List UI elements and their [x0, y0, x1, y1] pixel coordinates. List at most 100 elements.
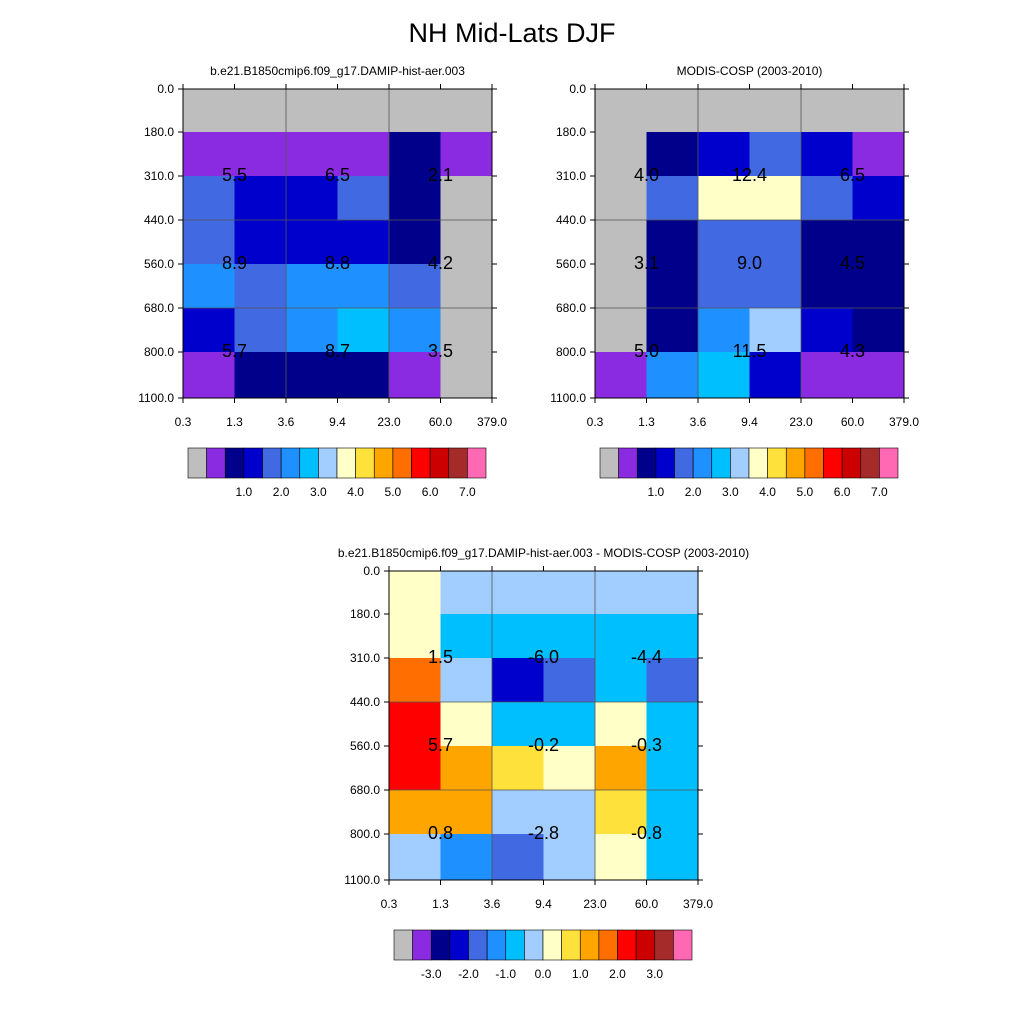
heatmap-cell	[286, 89, 338, 133]
cell-annotation: -0.3	[631, 735, 662, 755]
heatmap-cell	[698, 132, 750, 177]
colorbar-label: 4.0	[759, 485, 776, 499]
cell-annotation: 5.0	[634, 341, 659, 361]
heatmap-cell	[440, 132, 493, 177]
colorbar-swatch	[280, 447, 301, 479]
cell-annotation: 8.8	[325, 253, 350, 273]
heatmap-cell	[543, 790, 596, 835]
x-tick-label: 379.0	[683, 897, 713, 911]
x-tick-label: 3.6	[484, 897, 501, 911]
colorbar-swatch	[804, 447, 824, 479]
cell-annotation: -0.2	[528, 735, 559, 755]
heatmap-cell	[234, 89, 287, 133]
y-tick-label: 800.0	[350, 827, 380, 841]
heatmap-cell	[337, 176, 390, 221]
heatmap-cell	[595, 176, 647, 221]
heatmap-cell	[286, 308, 338, 353]
colorbar-swatch	[617, 929, 637, 961]
cell-annotation: -6.0	[528, 647, 559, 667]
heatmap-cell	[852, 308, 905, 353]
heatmap-cell	[646, 702, 699, 747]
heatmap-cell	[801, 132, 853, 177]
x-tick-label: 60.0	[635, 897, 659, 911]
heatmap-cell	[749, 308, 802, 353]
heatmap-cell	[646, 571, 699, 615]
y-tick-label: 680.0	[350, 783, 380, 797]
cell-annotation: 6.5	[325, 165, 350, 185]
colorbar-label: 6.0	[834, 485, 851, 499]
x-tick-label: 23.0	[377, 415, 401, 429]
y-tick-label: 800.0	[556, 345, 586, 359]
cell-annotation: 8.7	[325, 341, 350, 361]
heatmap-cell	[440, 176, 493, 221]
heatmap-cell	[646, 658, 699, 703]
colorbar-label: 5.0	[797, 485, 814, 499]
y-tick-label: 0.0	[363, 564, 380, 578]
cell-annotation: 5.7	[428, 735, 453, 755]
heatmap-cell	[749, 352, 802, 399]
cell-annotation: 4.3	[840, 341, 865, 361]
heatmap-cell	[337, 220, 390, 265]
heatmap-cell	[749, 264, 802, 309]
heatmap-cell	[646, 308, 699, 353]
y-tick-label: 560.0	[350, 739, 380, 753]
colorbar-label: 1.0	[236, 485, 253, 499]
cell-annotation: 2.1	[428, 165, 453, 185]
panel-subtitle: b.e21.B1850cmip6.f09_g17.DAMIP-hist-aer.…	[338, 546, 749, 560]
x-tick-label: 60.0	[429, 415, 453, 429]
heatmap-cell	[440, 571, 493, 615]
colorbar-swatch	[318, 447, 338, 479]
heatmap-cell	[492, 702, 544, 747]
heatmap-cell	[595, 702, 647, 747]
heatmap-cell	[440, 264, 493, 309]
heatmap-cell	[286, 352, 338, 399]
heatmap-cell	[595, 790, 647, 835]
heatmap-cell	[595, 834, 647, 881]
cell-annotation: 9.0	[737, 253, 762, 273]
cell-annotation: 0.8	[428, 823, 453, 843]
x-tick-label: 3.6	[278, 415, 295, 429]
y-tick-label: 1100.0	[138, 391, 174, 405]
heatmap-cell	[183, 220, 235, 265]
y-tick-label: 1100.0	[550, 391, 586, 405]
colorbar-swatch	[673, 929, 693, 961]
cell-annotation: -0.8	[631, 823, 662, 843]
heatmap-cell	[543, 702, 596, 747]
colorbar-label: 2.0	[609, 967, 626, 981]
cell-annotation: 6.5	[840, 165, 865, 185]
colorbar-swatch	[618, 447, 638, 479]
heatmap-cell	[440, 658, 493, 703]
heatmap-cell	[595, 220, 647, 265]
colorbar-swatch	[730, 447, 750, 479]
colorbar-swatch	[449, 929, 469, 961]
cell-annotation: 4.2	[428, 253, 453, 273]
heatmap-cell	[337, 89, 390, 133]
heatmap-cell	[646, 790, 699, 835]
cell-annotation: 12.4	[732, 165, 767, 185]
heatmap-cell	[543, 834, 596, 881]
heatmap-cell	[492, 571, 544, 615]
colorbar-label: 7.0	[871, 485, 888, 499]
cell-annotation: 3.5	[428, 341, 453, 361]
colorbar-swatch	[599, 447, 619, 479]
colorbar-swatch	[841, 447, 862, 479]
heatmap-cell	[646, 264, 699, 309]
heatmap-cell	[389, 614, 441, 659]
x-tick-label: 9.4	[535, 897, 552, 911]
heatmap-cell	[183, 132, 235, 177]
heatmap-cell	[440, 308, 493, 353]
heatmap-cell	[852, 352, 905, 399]
colorbar-swatch	[373, 447, 394, 479]
colorbar-swatch	[243, 447, 263, 479]
colorbar-swatch	[411, 447, 431, 479]
heatmap-cell	[389, 746, 441, 791]
x-tick-label: 1.3	[432, 897, 449, 911]
heatmap-cell	[801, 220, 853, 265]
y-tick-label: 560.0	[556, 257, 586, 271]
colorbar-swatch	[860, 447, 880, 479]
panel-subtitle: b.e21.B1850cmip6.f09_g17.DAMIP-hist-aer.…	[210, 64, 465, 78]
y-tick-label: 0.0	[157, 82, 174, 96]
colorbar-swatch	[206, 447, 226, 479]
cell-annotation: -2.8	[528, 823, 559, 843]
